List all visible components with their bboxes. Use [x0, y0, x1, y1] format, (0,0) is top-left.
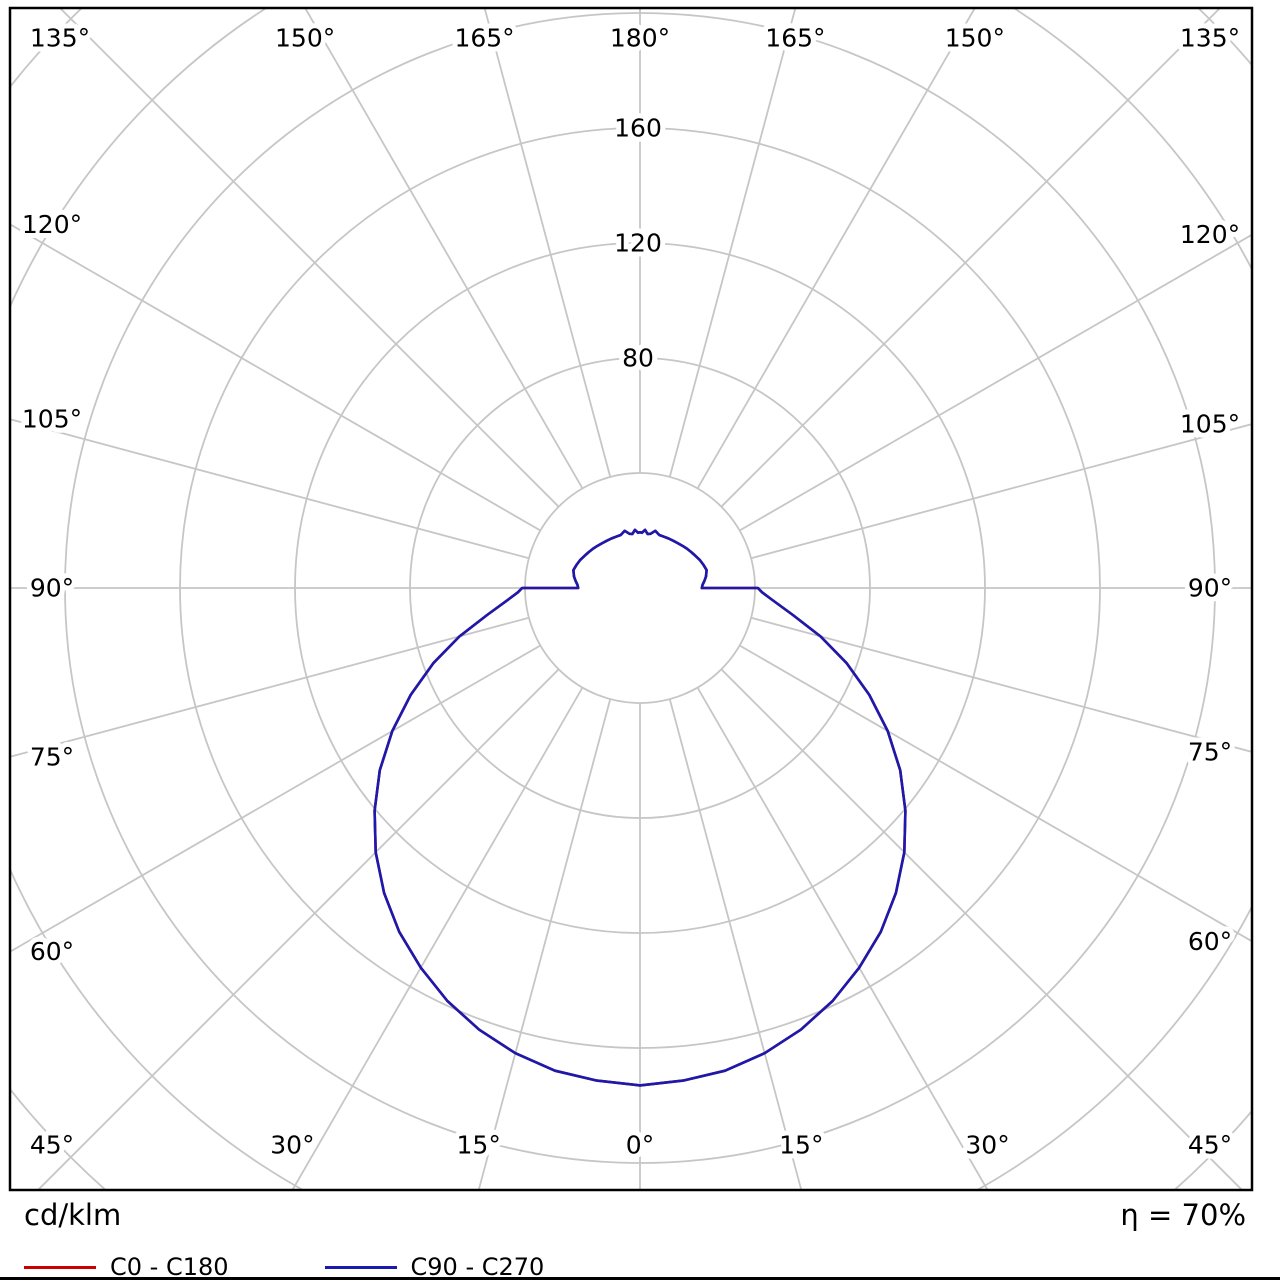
- efficiency-label: η = 70%: [1120, 1198, 1246, 1232]
- angle-label: 165°: [765, 24, 825, 53]
- c90-c270-line-swatch: [324, 1265, 397, 1269]
- angle-label: 75°: [1188, 737, 1232, 766]
- grid-ray: [10, 418, 530, 560]
- angle-label: 135°: [1180, 24, 1240, 53]
- angle-label: 0°: [626, 1131, 654, 1160]
- plot-border: [8, 6, 1254, 1192]
- grid-ray: [477, 698, 612, 1190]
- grid-ray: [696, 8, 976, 489]
- legend-label-c0-c180: C0 - C180: [110, 1253, 229, 1280]
- angle-label: 120°: [22, 210, 82, 239]
- angle-label: 105°: [1180, 410, 1240, 439]
- angle-label: 90°: [1188, 574, 1232, 603]
- angle-label: 180°: [610, 24, 670, 53]
- grid-ray: [58, 8, 560, 508]
- angle-label: 120°: [1180, 220, 1240, 249]
- grid-ray: [10, 644, 541, 953]
- grid-ray: [36, 668, 560, 1190]
- angle-label: 30°: [270, 1131, 314, 1160]
- ring-label: 80: [622, 344, 654, 373]
- angle-label: 45°: [30, 1131, 74, 1160]
- intensity-curve-c90-c270: [373, 528, 907, 1087]
- legend-label-c90-c270: C90 - C270: [410, 1253, 545, 1280]
- grid-ray: [291, 687, 584, 1190]
- grid-ray: [483, 8, 612, 478]
- angle-label: 135°: [30, 24, 90, 53]
- legend-item-c0-c180: C0 - C180: [24, 1255, 229, 1279]
- unit-label: cd/klm: [24, 1198, 122, 1232]
- grid-ray: [750, 423, 1252, 560]
- grid-ray: [720, 8, 1222, 508]
- angle-label: 15°: [457, 1131, 501, 1160]
- angle-label: 150°: [945, 24, 1005, 53]
- c0-c180-line-swatch: [24, 1265, 96, 1269]
- angle-label: 60°: [1188, 927, 1232, 956]
- grid-ray: [696, 687, 989, 1190]
- grid-ray: [750, 616, 1252, 753]
- angle-label: 165°: [454, 24, 514, 53]
- grid-ray: [10, 616, 530, 758]
- legend: C0 - C180 C90 - C270: [24, 1250, 1256, 1280]
- ring-label: 120: [614, 229, 662, 258]
- grid-ray: [668, 8, 797, 478]
- grid-ray: [10, 223, 541, 532]
- ring-label: 160: [614, 114, 662, 143]
- angle-label: 15°: [779, 1131, 823, 1160]
- angle-label: 90°: [30, 574, 74, 603]
- angle-label: 150°: [275, 24, 335, 53]
- angle-label: 45°: [1188, 1131, 1232, 1160]
- grid-ray: [304, 8, 584, 489]
- bottom-divider: [0, 1277, 1280, 1280]
- grid-ray: [739, 233, 1252, 532]
- angle-label: 105°: [22, 405, 82, 434]
- angle-label: 60°: [30, 937, 74, 966]
- grid-ray: [668, 698, 803, 1190]
- legend-item-c90-c270: C90 - C270: [324, 1253, 545, 1280]
- angle-label: 30°: [965, 1131, 1009, 1160]
- angle-label: 75°: [30, 742, 74, 771]
- grid-ray: [720, 668, 1244, 1190]
- grid-ray: [739, 644, 1252, 943]
